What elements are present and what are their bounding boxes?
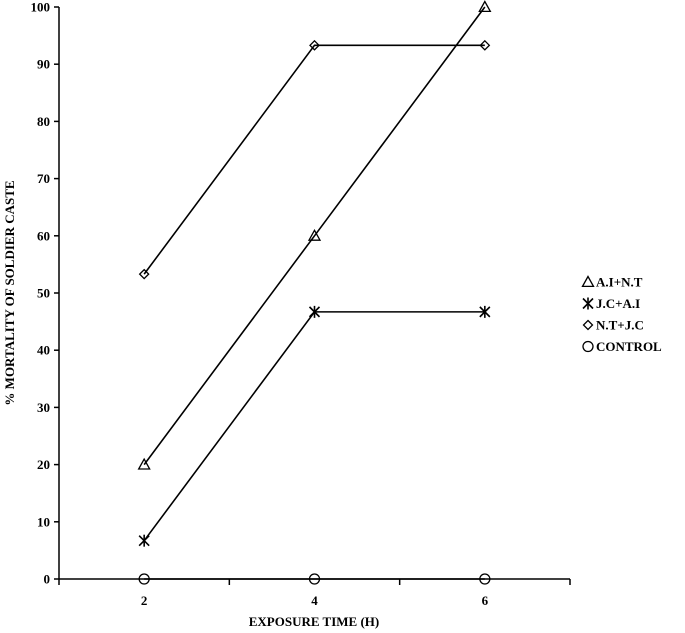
legend-item: CONTROL <box>582 339 662 354</box>
y-tick-label: 50 <box>37 286 50 301</box>
series-line <box>143 6 486 466</box>
data-point <box>138 534 150 547</box>
data-point <box>479 573 491 585</box>
data-point <box>137 457 151 470</box>
series-line <box>143 311 485 542</box>
legend: A.I+N.T J.C+A.I N.T+J.C CONTROL <box>581 275 662 354</box>
y-tick-label: 10 <box>37 514 50 529</box>
y-tick-label: 40 <box>37 343 50 358</box>
legend-marker <box>582 297 594 310</box>
series-3 <box>138 573 491 585</box>
y-tick-label: 20 <box>37 457 50 472</box>
y-tick-label: 80 <box>37 114 50 129</box>
series-layer <box>137 0 492 585</box>
legend-label: A.I+N.T <box>596 275 643 290</box>
data-point <box>308 305 321 318</box>
y-axis-title: % MORTALITY OF SOLDIER CASTE <box>2 180 17 405</box>
data-point <box>479 39 491 51</box>
data-point <box>479 305 491 318</box>
y-tick-label: 30 <box>37 400 50 415</box>
axes: 0 10 20 30 40 50 60 70 80 90 100 2 4 6 <box>31 0 571 608</box>
data-point <box>138 268 150 280</box>
y-tick-label: 100 <box>31 0 51 15</box>
series-2 <box>138 39 491 280</box>
series-line <box>143 44 485 275</box>
data-point <box>138 573 150 585</box>
x-tick-label: 6 <box>482 593 489 608</box>
series-1 <box>138 305 491 547</box>
legend-item: A.I+N.T <box>581 275 643 290</box>
legend-marker <box>582 340 594 353</box>
series-0 <box>137 0 492 470</box>
legend-item: J.C+A.I <box>582 296 640 311</box>
legend-label: N.T+J.C <box>596 318 644 333</box>
y-tick-label: 70 <box>37 171 50 186</box>
x-tick-label: 2 <box>141 593 148 608</box>
y-tick-label: 60 <box>37 228 50 243</box>
data-point <box>309 39 320 51</box>
data-point <box>308 573 321 585</box>
legend-label: CONTROL <box>596 339 662 354</box>
legend-label: J.C+A.I <box>596 296 640 311</box>
data-point <box>307 228 322 241</box>
legend-marker <box>582 319 594 331</box>
x-axis-title: EXPOSURE TIME (H) <box>249 614 380 629</box>
legend-marker <box>581 275 595 288</box>
y-tick-label: 90 <box>37 57 50 72</box>
x-tick-label: 4 <box>311 593 318 608</box>
y-tick-label: 0 <box>44 572 51 587</box>
legend-item: N.T+J.C <box>582 318 644 333</box>
data-point <box>478 0 492 13</box>
